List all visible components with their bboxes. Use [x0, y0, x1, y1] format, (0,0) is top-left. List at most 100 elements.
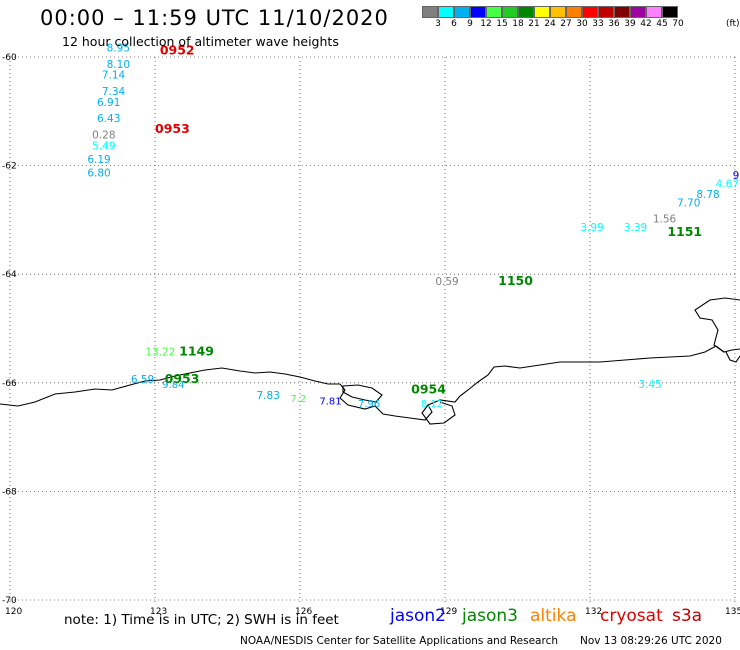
satellite-s3a: s3a: [672, 606, 703, 626]
legend-swatch: [438, 6, 454, 18]
swh-label: 7.14: [102, 70, 126, 82]
swh-label: 9.19: [733, 170, 740, 182]
footer-timestamp: Nov 13 08:29:26 UTC 2020: [580, 635, 722, 647]
swh-label: 7.81: [319, 397, 341, 408]
legend-unit: (ft): [726, 19, 740, 29]
lon-tick-label: 135: [725, 607, 740, 617]
legend-label: 33: [592, 19, 604, 29]
pass-time-label: 0953: [155, 121, 190, 136]
legend-swatch: [566, 6, 582, 18]
legend-swatch: [630, 6, 646, 18]
satellite-cryosat: cryosat: [600, 606, 663, 626]
swh-label: 7.96: [358, 399, 380, 410]
color-legend: (ft) 3 6 9 12 15 18 21 24 27 30 33 36 39 42 45 70: [422, 6, 740, 32]
lat-tick-label: -64: [2, 270, 17, 280]
antarctic-coastline: [0, 345, 740, 421]
legend-swatch: [662, 6, 678, 18]
lat-tick-label: -66: [2, 379, 17, 389]
footer-credit: NOAA/NESDIS Center for Satellite Applica…: [240, 635, 558, 647]
swh-label: 6.91: [97, 97, 120, 109]
lon-tick-label: 129: [440, 607, 457, 617]
legend-label: 42: [640, 19, 652, 29]
legend-swatch: [470, 6, 486, 18]
coast-island-1: [342, 384, 383, 403]
lon-tick-label: 132: [585, 607, 602, 617]
legend-swatch: [598, 6, 614, 18]
swh-label: 4.67: [716, 178, 739, 190]
legend-labels: (ft) 3 6 9 12 15 18 21 24 27 30 33 36 39 42 45 70: [422, 18, 739, 32]
legend-swatch: [550, 6, 566, 18]
legend-swatch: [582, 6, 598, 18]
wave-height-labels: 8.95 8.107.14 7.346.91 6.43 0.285.49 6.196.80…: [87, 42, 740, 410]
legend-swatch: [454, 6, 470, 18]
legend-swatch: [502, 6, 518, 18]
swh-label: 6.80: [87, 167, 110, 179]
swh-label: 7.70: [677, 197, 700, 209]
pass-time-label: 1151: [667, 224, 702, 239]
legend-swatch: [646, 6, 662, 18]
swh-label: 3.45: [638, 379, 661, 391]
legend-label: 70: [672, 19, 684, 29]
legend-swatch: [518, 6, 534, 18]
swh-label: 8.10: [107, 59, 130, 71]
swh-label: 13.22: [145, 347, 175, 359]
swh-label: 3.99: [580, 222, 603, 234]
legend-swatch: [614, 6, 630, 18]
coast-bay-1: [421, 401, 456, 425]
swh-label: 3.39: [624, 222, 647, 234]
satellite-jason3: jason3: [462, 606, 518, 626]
swh-label: 9.84: [162, 380, 184, 391]
legend-label: 6: [451, 19, 457, 29]
legend-swatch: [422, 6, 438, 18]
satellite-altika: altika: [530, 606, 577, 626]
swh-label: 6.43: [97, 113, 120, 125]
pass-time-label: 1149: [179, 344, 214, 359]
swh-label: 6.19: [87, 154, 110, 166]
legend-color-bar: [422, 6, 678, 18]
pass-time-label: 0952: [160, 42, 195, 57]
legend-label: 36: [608, 19, 620, 29]
swh-label: 8.12: [421, 399, 443, 410]
swh-label: 8.78: [696, 189, 719, 201]
swh-label: 7.2: [290, 394, 306, 405]
swh-label: 7.83: [257, 390, 280, 402]
swh-label: 7.34: [102, 86, 126, 98]
legend-label: 39: [624, 19, 636, 29]
satellite-jason2: jason2: [390, 606, 446, 626]
pass-time-label: 0953: [165, 371, 200, 386]
footer-note: note: 1) Time is in UTC; 2) SWH is in fe…: [64, 612, 339, 628]
lon-tick-label: 126: [295, 607, 312, 617]
legend-label: 3: [435, 19, 441, 29]
coast-east-inlet: [725, 351, 740, 363]
lat-tick-label: -68: [2, 487, 17, 497]
legend-label: 15: [496, 19, 508, 29]
swh-label: 1.56: [653, 214, 677, 226]
legend-label: 30: [576, 19, 588, 29]
pass-time-label: 1150: [498, 273, 533, 288]
page-title: 00:00 – 11:59 UTC 11/10/2020: [40, 6, 389, 30]
legend-label: 9: [467, 19, 473, 29]
swh-label: 0.59: [435, 276, 458, 288]
page-subtitle: 12 hour collection of altimeter wave hei…: [62, 34, 339, 49]
legend-label: 18: [512, 19, 524, 29]
legend-label: 24: [544, 19, 556, 29]
swh-label: 0.28: [92, 129, 115, 141]
lat-tick-label: -62: [2, 162, 17, 172]
swh-label: 5.49: [92, 140, 115, 152]
legend-label: 12: [480, 19, 492, 29]
lat-tick-label: -60: [2, 53, 17, 63]
swh-label: 6.59: [131, 374, 154, 386]
legend-label: 27: [560, 19, 572, 29]
legend-label: 45: [656, 19, 668, 29]
swh-label: 8.95: [107, 43, 130, 55]
legend-swatch: [534, 6, 550, 18]
lat-tick-label: -70: [2, 596, 17, 606]
lon-tick-label: 120: [5, 607, 22, 617]
legend-swatch: [486, 6, 502, 18]
legend-label: 21: [528, 19, 540, 29]
pass-time-label: 0954: [411, 382, 446, 397]
coast-east-peninsula: [694, 297, 740, 353]
